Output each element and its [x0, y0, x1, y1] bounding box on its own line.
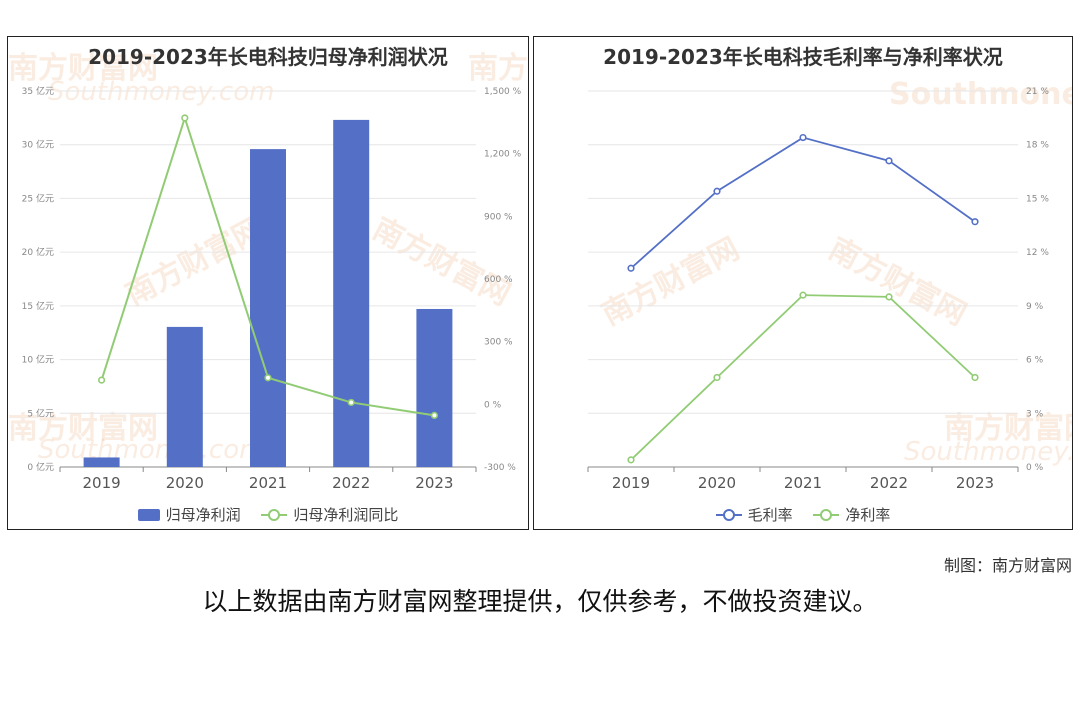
margin-chart: 0 % 3 % 6 % 9 % 12 % 15 % 18 % 21 % 2019 2020 2021… [587, 87, 1049, 492]
x-tick-label: 2020 [698, 474, 736, 492]
net-profit-chart-panel: 2019-2023年长电科技归母净利润状况 南方财富网 Southmoney.c… [7, 36, 529, 530]
net-profit-bar [250, 149, 286, 467]
chart-credit: 制图：南方财富网 [943, 556, 1072, 575]
y-tick-label: 35 亿元 [22, 85, 54, 97]
y2-tick-label: 1,200 % [484, 150, 522, 160]
net-margin-point [799, 291, 807, 299]
yoy-point [181, 114, 189, 122]
x-tick-label: 2021 [784, 474, 822, 492]
line-swatch-icon [715, 508, 742, 521]
x-tick-label: 2019 [612, 474, 650, 492]
x-tick-label: 2019 [83, 474, 121, 492]
y2-tick-label: 1,500 % [484, 87, 522, 97]
y2-tick-label: 300 % [484, 338, 513, 348]
yoy-point [430, 411, 439, 420]
chart-legend: 毛利率 净利率 [534, 504, 1072, 525]
net-margin-point [885, 293, 893, 301]
y2-tick-label: -300 % [484, 463, 516, 473]
y-tick-label: 15 % [1026, 194, 1049, 204]
y-tick-label: 6 % [1026, 356, 1044, 366]
net-margin-line [630, 294, 976, 461]
x-tick-label: 2021 [249, 474, 287, 492]
y-tick-label: 9 % [1026, 302, 1044, 312]
net-profit-chart: 0 亿元 5 亿元 10 亿元 15 亿元 20 亿元 25 亿元 30 亿元 35 亿元 -3… [22, 85, 522, 492]
net-margin-point [713, 373, 721, 382]
net-margin-point [627, 456, 635, 464]
net-profit-bar [166, 326, 203, 467]
y-tick-label: 0 % [1026, 463, 1044, 473]
margin-chart-panel: 2019-2023年长电科技毛利率与净利率状况 Southmoney.com 南… [533, 36, 1073, 530]
legend-label: 毛利率 [747, 506, 793, 524]
legend-item-net-profit-yoy[interactable]: 归母净利润同比 [261, 504, 398, 525]
y-tick-label: 15 亿元 [22, 300, 54, 312]
gross-margin-point [799, 133, 807, 142]
y2-tick-label: 900 % [484, 212, 513, 222]
gross-margin-point [971, 218, 979, 226]
x-tick-label: 2022 [332, 474, 370, 492]
watermark-logo: Southmoney.com [38, 435, 265, 465]
x-tick-label: 2023 [956, 474, 994, 492]
legend-item-net-profit[interactable]: 归母净利润 [137, 504, 241, 525]
y-tick-label: 12 % [1026, 248, 1049, 258]
chart-legend: 归母净利润 归母净利润同比 [8, 504, 528, 525]
gross-margin-point [627, 264, 635, 272]
yoy-point [97, 376, 106, 384]
line-swatch-icon [813, 508, 840, 521]
chart-title: 2019-2023年长电科技归母净利润状况 [88, 45, 448, 69]
y-tick-label: 20 亿元 [22, 246, 54, 258]
yoy-point [347, 398, 355, 407]
y-tick-label: 25 亿元 [22, 192, 54, 204]
watermark-logo: Southmoney.com [904, 437, 1072, 467]
net-profit-bar [333, 119, 370, 467]
legend-item-gross-margin[interactable]: 毛利率 [715, 504, 793, 525]
y2-tick-label: 600 % [484, 275, 513, 285]
y-tick-label: 3 % [1026, 409, 1044, 419]
y-tick-label: 21 % [1026, 87, 1049, 97]
y-tick-label: 0 亿元 [27, 461, 54, 473]
legend-label: 净利率 [845, 506, 891, 524]
net-profit-bar [83, 457, 120, 467]
y2-tick-label: 0 % [484, 400, 502, 410]
x-tick-label: 2020 [166, 474, 204, 492]
yoy-point [264, 374, 272, 382]
legend-label: 归母净利润 [165, 506, 241, 524]
gross-margin-point [885, 157, 893, 165]
gross-margin-point [713, 187, 721, 195]
watermark-logo: Southmoney.com [48, 77, 275, 107]
y-tick-label: 5 亿元 [27, 407, 54, 419]
legend-label: 归母净利润同比 [293, 506, 399, 524]
y-tick-label: 30 亿元 [22, 139, 54, 151]
y-tick-label: 10 亿元 [22, 354, 54, 366]
net-profit-bar [416, 308, 453, 467]
y-tick-label: 18 % [1026, 141, 1049, 151]
chart-title: 2019-2023年长电科技毛利率与净利率状况 [603, 45, 1003, 69]
legend-item-net-margin[interactable]: 净利率 [813, 504, 890, 525]
disclaimer-text: 以上数据由南方财富网整理提供，仅供参考，不做投资建议。 [202, 587, 878, 616]
gross-margin-line [630, 136, 976, 269]
x-tick-label: 2022 [870, 474, 908, 492]
net-margin-point [971, 373, 979, 382]
x-tick-label: 2023 [415, 474, 453, 492]
line-swatch-icon [261, 508, 288, 521]
bar-swatch-icon [137, 508, 160, 521]
